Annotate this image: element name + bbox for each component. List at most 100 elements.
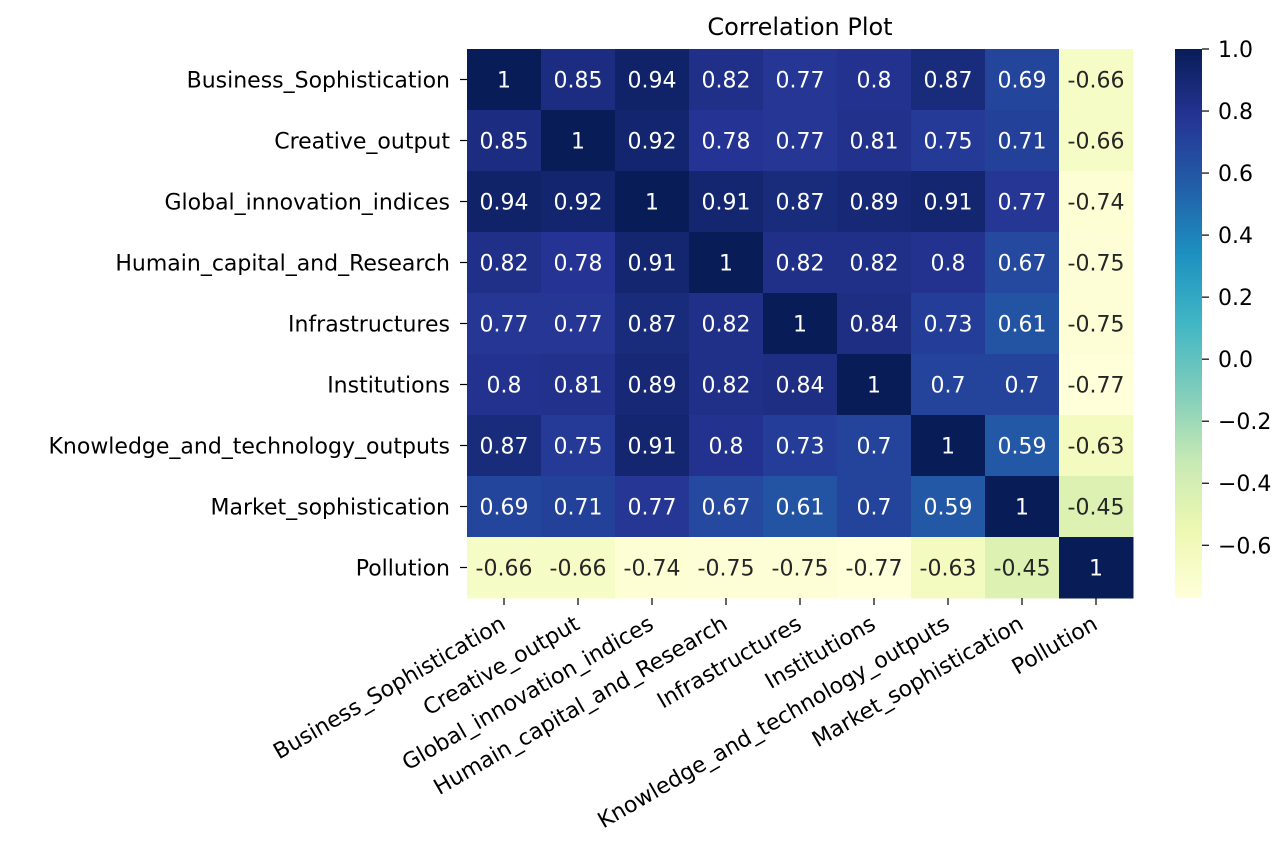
cell-value-label: 0.73 [776, 435, 825, 460]
cell-value-label: 0.82 [702, 374, 751, 399]
cell-value-label: 0.73 [924, 313, 973, 338]
y-tick-label: Humain_capital_and_Research [115, 252, 450, 277]
cell-value-label: 0.61 [776, 496, 825, 521]
heatmap-cell [837, 354, 912, 416]
cell-value-label: 1 [941, 435, 955, 460]
heatmap-cell [467, 537, 542, 599]
heatmap-cell [615, 354, 690, 416]
cell-value-label: 0.77 [998, 191, 1047, 216]
cell-value-label: -0.74 [624, 557, 681, 582]
cell-value-label: 0.69 [480, 496, 529, 521]
heatmap-cell [911, 293, 986, 355]
heatmap-cell [689, 537, 764, 599]
cell-value-label: 0.87 [776, 191, 825, 216]
heatmap-cell [985, 537, 1060, 599]
cell-value-label: 0.91 [628, 435, 677, 460]
heatmap-cell [541, 49, 616, 111]
heatmap-cell [911, 49, 986, 111]
heatmap-cells: 1 0.85 0.94 0.82 0.77 0.8 0.87 0.69 -0.66 0.85 1 0.… [467, 49, 1134, 599]
heatmap-cell [615, 171, 690, 233]
cell-value-label: 1 [645, 191, 659, 216]
heatmap-cell [763, 171, 838, 233]
cell-value-label: 0.81 [850, 130, 899, 155]
cell-value-label: 0.82 [702, 69, 751, 94]
cell-value-label: -0.75 [772, 557, 829, 582]
heatmap-cell [1059, 354, 1134, 416]
cell-value-label: 0.71 [998, 130, 1047, 155]
heatmap-cell [689, 293, 764, 355]
cell-value-label: 0.91 [628, 252, 677, 277]
cell-value-label: 0.94 [628, 69, 677, 94]
cell-value-label: 0.87 [480, 435, 529, 460]
heatmap-cell [911, 232, 986, 294]
cell-value-label: 0.91 [702, 191, 751, 216]
cell-value-label: 0.78 [702, 130, 751, 155]
y-tick-label: Business_Sophistication [187, 69, 450, 94]
heatmap-cell [689, 476, 764, 538]
heatmap-cell [467, 232, 542, 294]
cell-value-label: 0.8 [487, 374, 522, 399]
heatmap-cell [763, 293, 838, 355]
y-tick-label: Market_sophistication [211, 496, 451, 521]
cell-value-label: -0.66 [476, 557, 533, 582]
cell-value-label: -0.63 [1068, 435, 1125, 460]
heatmap-cell [689, 171, 764, 233]
heatmap-cell [837, 171, 912, 233]
cell-value-label: 0.59 [998, 435, 1047, 460]
heatmap-cell [763, 476, 838, 538]
heatmap-cell [985, 232, 1060, 294]
y-tick-label: Institutions [327, 374, 450, 399]
cell-value-label: 1 [867, 374, 881, 399]
cell-value-label: 0.92 [628, 130, 677, 155]
cell-value-label: 0.7 [1005, 374, 1040, 399]
y-tick-label: Global_innovation_indices [164, 191, 450, 216]
y-tick-label: Knowledge_and_technology_outputs [48, 435, 450, 460]
heatmap-cell [615, 293, 690, 355]
heatmap-cell [837, 232, 912, 294]
x-axis: Business_SophisticationCreative_outputGl… [269, 598, 1102, 834]
heatmap-cell [985, 171, 1060, 233]
colorbar: 1.0 0.8 0.6 0.4 0.2 0.0 −0.2 −0.4 −0.6 [1175, 38, 1271, 598]
heatmap-cell [541, 110, 616, 172]
cell-value-label: 1 [571, 130, 585, 155]
heatmap-cell [541, 354, 616, 416]
y-tick-label: Infrastructures [288, 313, 450, 338]
heatmap-cell [541, 232, 616, 294]
cell-value-label: 0.75 [924, 130, 973, 155]
colorbar-tick-label: −0.4 [1218, 472, 1271, 497]
heatmap-cell [615, 537, 690, 599]
heatmap-cell [541, 293, 616, 355]
colorbar-tick-label: 0.0 [1218, 348, 1253, 373]
heatmap-cell [689, 354, 764, 416]
heatmap-cell [689, 232, 764, 294]
heatmap-cell [467, 415, 542, 477]
heatmap-cell [1059, 476, 1134, 538]
cell-value-label: 0.67 [702, 496, 751, 521]
cell-value-label: 0.8 [857, 69, 892, 94]
cell-value-label: -0.66 [1068, 69, 1125, 94]
colorbar-tick-label: −0.6 [1218, 534, 1271, 559]
heatmap-cell [1059, 293, 1134, 355]
chart-title: Correlation Plot [707, 13, 892, 41]
heatmap-cell [467, 49, 542, 111]
heatmap-cell [467, 293, 542, 355]
heatmap-cell [541, 415, 616, 477]
cell-value-label: 0.77 [480, 313, 529, 338]
cell-value-label: 0.84 [776, 374, 825, 399]
heatmap-cell [541, 476, 616, 538]
cell-value-label: 0.87 [628, 313, 677, 338]
cell-value-label: -0.75 [1068, 313, 1125, 338]
heatmap-cell [763, 354, 838, 416]
colorbar-tick-label: 0.6 [1218, 162, 1253, 187]
cell-value-label: 1 [719, 252, 733, 277]
cell-value-label: 0.82 [850, 252, 899, 277]
cell-value-label: 0.87 [924, 69, 973, 94]
heatmap-cell [837, 110, 912, 172]
heatmap-cell [911, 171, 986, 233]
heatmap-cell [467, 171, 542, 233]
heatmap-cell [911, 354, 986, 416]
cell-value-label: 0.91 [924, 191, 973, 216]
cell-value-label: 0.85 [480, 130, 529, 155]
heatmap-cell [911, 110, 986, 172]
heatmap-cell [615, 415, 690, 477]
